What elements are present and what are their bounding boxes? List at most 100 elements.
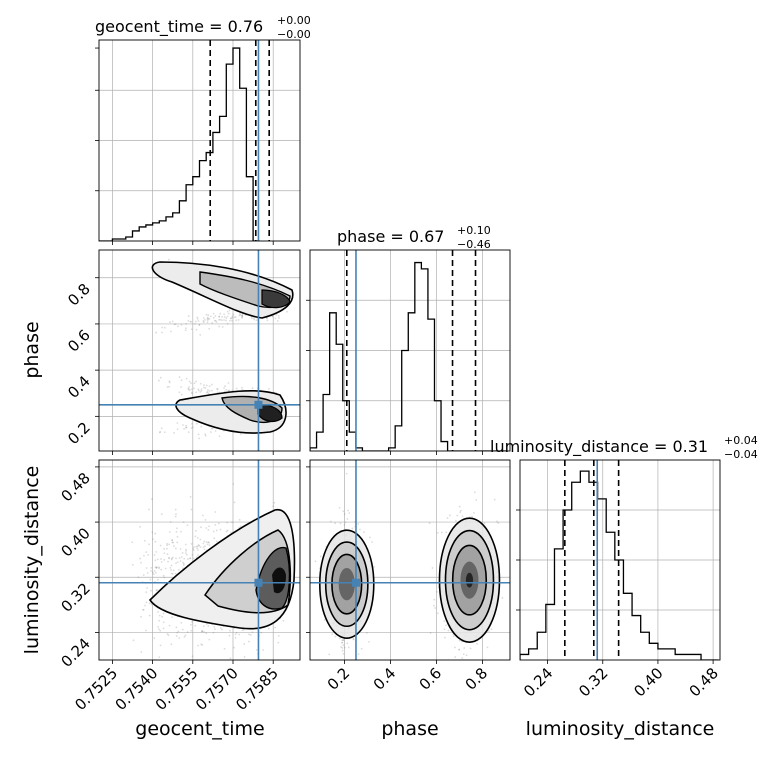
sample-point (185, 322, 188, 325)
sample-point (161, 331, 163, 334)
sample-point (351, 527, 354, 530)
sample-point (160, 513, 163, 516)
sample-point (168, 385, 170, 388)
sample-point (142, 574, 145, 576)
sample-point (202, 625, 205, 628)
sample-point (429, 632, 432, 634)
sample-point (178, 637, 181, 639)
sample-point (195, 529, 197, 532)
sample-point (216, 388, 219, 391)
sample-point (145, 629, 147, 632)
sample-point (449, 514, 451, 517)
sample-point (228, 634, 231, 637)
sample-point (197, 544, 200, 547)
sample-point (183, 428, 185, 430)
sample-point (368, 640, 370, 643)
sample-point (207, 529, 210, 531)
sample-point (357, 653, 360, 656)
sample-point (192, 549, 195, 552)
x-tick-label-luminosity_distance-3: 0.48 (686, 664, 722, 700)
sample-point (164, 663, 166, 665)
sample-point (329, 520, 332, 523)
sample-point (208, 317, 211, 320)
svg-text:+0.00: +0.00 (277, 14, 311, 27)
sample-point (214, 628, 216, 631)
sample-point (175, 530, 178, 533)
sample-point (154, 540, 157, 543)
sample-point (176, 428, 179, 431)
sample-point (166, 544, 168, 547)
sample-point (227, 382, 230, 384)
sample-point (200, 425, 203, 428)
sample-point (282, 619, 285, 622)
sample-point (432, 604, 435, 607)
sample-point (160, 561, 163, 563)
sample-point (210, 383, 213, 386)
sample-point (196, 545, 199, 548)
sample-point (175, 562, 177, 565)
sample-point (170, 557, 173, 560)
sample-point (196, 317, 199, 320)
sample-point (342, 510, 345, 513)
sample-point (207, 541, 210, 544)
sample-point (208, 525, 210, 528)
sample-point (226, 310, 229, 313)
sample-point (214, 319, 217, 322)
sample-point (206, 319, 209, 322)
sample-point (440, 531, 443, 534)
sample-point (343, 523, 346, 526)
sample-point (218, 435, 221, 438)
sample-point (428, 522, 431, 525)
sample-point (150, 603, 153, 606)
sample-point (170, 572, 173, 575)
sample-point (143, 554, 145, 557)
sample-point (234, 633, 237, 636)
svg-text:−0.00: −0.00 (277, 28, 311, 41)
x-tick-label-geocent_time-3: 0.7570 (192, 664, 242, 714)
sample-point (463, 647, 466, 649)
x-tick-label-luminosity_distance-0: 0.24 (520, 664, 556, 700)
sample-point (150, 566, 153, 569)
sample-point (160, 427, 163, 430)
sample-point (190, 508, 193, 511)
sample-point (220, 319, 223, 322)
sample-point (175, 635, 178, 637)
sample-point (158, 619, 161, 622)
sample-point (226, 529, 229, 532)
sample-point (227, 312, 230, 315)
sample-point (341, 649, 344, 652)
sample-point (137, 576, 140, 579)
sample-point (204, 518, 207, 521)
sample-point (145, 567, 148, 569)
sample-point (208, 385, 211, 388)
frame-panel-d (98, 459, 301, 661)
sample-point (168, 624, 171, 627)
contour-lower-inner (257, 404, 283, 423)
sample-point (160, 558, 162, 560)
sample-point (151, 571, 154, 574)
sample-point (436, 591, 438, 593)
sample-point (221, 628, 223, 631)
sample-point (239, 525, 242, 528)
sample-point (341, 639, 344, 642)
x-tick-label-phase-2: 0.6 (416, 664, 446, 694)
sample-point (170, 564, 173, 567)
sample-point (173, 432, 175, 434)
sample-point (176, 631, 179, 634)
sample-point (171, 713, 173, 715)
sample-point (140, 615, 142, 618)
sample-point (461, 657, 464, 660)
sample-point (352, 638, 355, 640)
sample-point (206, 391, 209, 393)
frame-panel-b (98, 249, 301, 452)
sample-point (274, 626, 277, 629)
sample-point (275, 314, 278, 316)
sample-point (219, 312, 222, 315)
sample-point (341, 641, 344, 644)
sample-point (185, 552, 187, 554)
sample-point (189, 320, 192, 323)
sample-point (190, 328, 193, 331)
density-contour-4 (465, 572, 474, 588)
sample-point (173, 323, 176, 326)
sample-point (205, 384, 208, 387)
